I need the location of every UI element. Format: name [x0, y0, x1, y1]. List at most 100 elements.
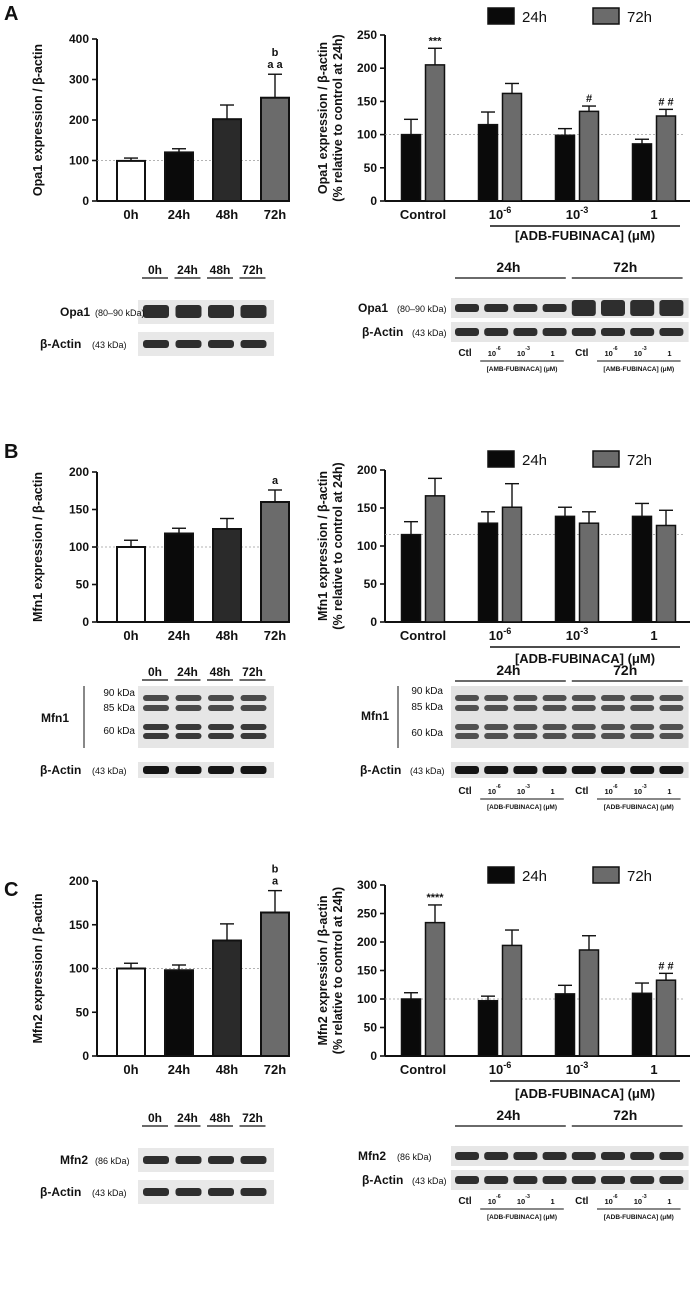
- lane-label-base: 10: [517, 787, 525, 796]
- lane-label-sup: -6: [496, 784, 501, 790]
- lane-label: 1: [667, 787, 671, 796]
- lane-label-base: 10: [634, 1197, 642, 1206]
- band: [571, 695, 596, 701]
- y-tick-label: 50: [364, 1021, 378, 1035]
- western-blot-right: 24h 72h Opa1 (80–90 kDa) β-Actin (43 kDa) Ctl 1…: [358, 259, 689, 373]
- x-axis-label: [ADB-FUBINACA] (μM): [515, 1086, 655, 1101]
- band: [571, 724, 596, 730]
- protein-size: (80–90 kDa): [95, 308, 145, 318]
- panel-letter: A: [4, 3, 18, 25]
- band: [175, 1188, 202, 1196]
- significance-label: # #: [658, 960, 673, 972]
- lane-label: 72h: [242, 665, 263, 679]
- lane-label-base: 10: [488, 787, 496, 796]
- y-tick-label: 100: [357, 539, 377, 553]
- band: [571, 766, 596, 774]
- band: [542, 1176, 567, 1184]
- bar-24h: [164, 532, 194, 623]
- band: [630, 328, 655, 336]
- western-blot-right: 24h 72h 90 kDa 85 kDa 60 kDa Mfn1 β-Actin (43 k…: [360, 662, 689, 811]
- band: [208, 1156, 234, 1164]
- bar-48h: [212, 118, 242, 202]
- x-tick-label: 1: [650, 207, 657, 222]
- lane-label: 10-6: [488, 1194, 501, 1206]
- lane-label-base: 10: [604, 349, 612, 358]
- x-tick-label-base: 10: [566, 1062, 580, 1077]
- y-tick-label: 200: [357, 463, 377, 477]
- lane-label: 1: [551, 1197, 555, 1206]
- bar-0h: [116, 967, 146, 1057]
- lane-label-base: 10: [488, 349, 496, 358]
- lane-label: 10-6: [488, 346, 501, 358]
- bar-24h: [477, 123, 499, 202]
- lane-label: 10-3: [517, 346, 530, 358]
- lane-label: 72h: [242, 263, 263, 277]
- x-tick-label-sup: -6: [503, 1060, 511, 1070]
- x-tick-label-sup: -3: [580, 205, 588, 215]
- x-tick-label-base: 1: [650, 1062, 657, 1077]
- band: [513, 766, 538, 774]
- band: [208, 340, 234, 348]
- y-tick-label: 0: [82, 615, 89, 629]
- band: [455, 304, 479, 312]
- band: [240, 340, 267, 348]
- lane-label: Ctl: [575, 348, 589, 359]
- protein-size: (43 kDa): [412, 1176, 447, 1186]
- lane-label: 10-3: [517, 784, 530, 796]
- band: [143, 305, 169, 318]
- legend-label: 24h: [522, 9, 547, 26]
- bar-72h: [578, 949, 600, 1057]
- x-tick-label: 24h: [168, 207, 190, 222]
- western-blot-left: 0h 24h 48h 72h Mfn2 (86 kDa) β-Actin (43 kDa): [40, 1111, 274, 1204]
- band: [630, 705, 655, 711]
- lane-label: 48h: [210, 665, 231, 679]
- bar-0h: [116, 159, 146, 202]
- lane-label-base: 10: [488, 1197, 496, 1206]
- band: [513, 304, 538, 312]
- band: [484, 724, 509, 730]
- lane-label: Ctl: [575, 1196, 589, 1207]
- band: [601, 328, 625, 336]
- band: [659, 766, 684, 774]
- x-tick-label: 10-3: [566, 205, 589, 222]
- lane-label-sup: -3: [642, 346, 647, 352]
- blot-membrane: [451, 1170, 689, 1190]
- bar-72h: [260, 911, 290, 1057]
- y-tick-label: 200: [357, 61, 377, 75]
- band: [240, 733, 267, 739]
- band: [484, 766, 509, 774]
- y-tick-label: 100: [69, 154, 89, 168]
- band: [208, 766, 234, 774]
- band: [240, 766, 267, 774]
- band: [542, 328, 567, 336]
- y-tick-label: 0: [82, 1049, 89, 1063]
- lane-label: 1: [551, 349, 555, 358]
- drug-label: [ADB-FUBINACA] (μM): [487, 804, 557, 811]
- bar-72h: [424, 495, 446, 623]
- significance-label: # #: [658, 96, 673, 108]
- lane-label-base: 1: [551, 787, 555, 796]
- band: [659, 724, 684, 730]
- bar-24h: [400, 133, 422, 202]
- x-tick-label: Control: [400, 207, 446, 222]
- band: [143, 705, 169, 711]
- y-tick-label: 0: [82, 194, 89, 208]
- lane-label-sup: -3: [525, 784, 530, 790]
- band: [240, 1188, 267, 1196]
- lane-label: 1: [551, 787, 555, 796]
- lane-label-base: 10: [604, 1197, 612, 1206]
- mw-marker: 60 kDa: [103, 726, 135, 737]
- protein-size: (43 kDa): [92, 766, 127, 776]
- y-tick-label: 150: [69, 503, 89, 517]
- lane-label-base: 10: [634, 349, 642, 358]
- band: [484, 733, 509, 739]
- band: [484, 695, 509, 701]
- legend-swatch-24h: [487, 7, 515, 25]
- protein-size: (80–90 kDa): [397, 304, 447, 314]
- x-axis-label: [ADB-FUBINACA] (μM): [515, 651, 655, 666]
- y-tick-label: 100: [69, 540, 89, 554]
- time-course-chart: 0 50 100 150 200 Mfn1 expression / β-actin 0h 2…: [31, 465, 290, 643]
- drug-label: [AMB-FUBINACA] (μM): [487, 366, 558, 373]
- dose-response-chart: 0 50 100 150 200 250 300 Mfn2 expression / β-ac…: [316, 866, 690, 1101]
